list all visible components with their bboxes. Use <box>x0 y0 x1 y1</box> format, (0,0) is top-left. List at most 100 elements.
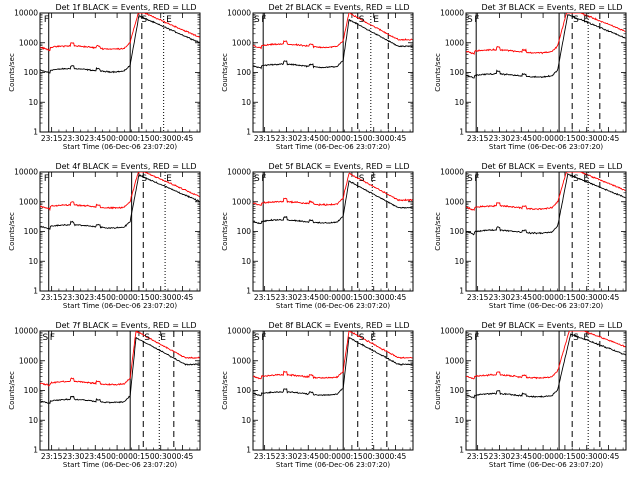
x-tick-label: 00:30 <box>150 134 172 143</box>
panel-title: Det 3f BLACK = Events, RED = LLD <box>481 3 622 12</box>
x-tick-label: 23:15 <box>41 293 63 302</box>
y-tick-label: 1 <box>459 446 464 455</box>
plot-frame <box>465 330 627 451</box>
x-axis-label: Start Time (06-Dec-06 23:07:20) <box>489 461 603 469</box>
x-tick-label: 23:30 <box>63 452 85 461</box>
panel-title: Det 4f BLACK = Events, RED = LLD <box>55 162 196 171</box>
events-series-line <box>40 15 200 74</box>
y-axis-label: Counts/sec <box>434 212 442 251</box>
time-marker-label: E <box>373 15 379 25</box>
detector-panel-3: Det 3f BLACK = Events, RED = LLD 1 10 100 10… <box>434 3 627 151</box>
x-tick-label: 00:45 <box>385 293 407 302</box>
x-tick-label: 00:45 <box>172 134 194 143</box>
y-tick-label: 10 <box>241 416 251 425</box>
x-tick-label: 23:30 <box>276 452 298 461</box>
time-marker-label: F <box>474 174 479 184</box>
y-tick-label: 1 <box>33 446 38 455</box>
detector-panel-2: Det 2f BLACK = Events, RED = LLD 1 10 100 10… <box>221 3 414 151</box>
y-tick-label: 100 <box>237 227 252 236</box>
y-tick-label: 10 <box>454 416 464 425</box>
y-tick-label: 100 <box>24 386 39 395</box>
x-tick-label: 00:45 <box>598 452 620 461</box>
y-tick-label: 1000 <box>445 38 464 47</box>
x-axis-label: Start Time (06-Dec-06 23:07:20) <box>63 302 177 310</box>
panel-title: Det 7f BLACK = Events, RED = LLD <box>55 321 196 330</box>
y-tick-label: 10 <box>454 257 464 266</box>
panel-title: Det 5f BLACK = Events, RED = LLD <box>268 162 409 171</box>
time-marker-label: F <box>44 174 49 184</box>
x-tick-label: 00:00 <box>106 293 128 302</box>
lld-series-line <box>466 331 626 380</box>
x-tick-label: 23:30 <box>276 134 298 143</box>
x-tick-label: 23:30 <box>489 134 511 143</box>
plot-frame <box>39 12 201 133</box>
lld-series-line <box>466 172 626 212</box>
y-tick-label: 10 <box>28 98 38 107</box>
y-axis-label: Counts/sec <box>434 53 442 92</box>
events-series-line <box>253 180 413 225</box>
x-tick-label: 00:15 <box>554 293 576 302</box>
x-tick-label: 00:30 <box>363 293 385 302</box>
y-axis-label: Counts/sec <box>221 53 229 92</box>
y-axis-label: Counts/sec <box>221 212 229 251</box>
x-tick-label: 00:45 <box>598 293 620 302</box>
y-tick-label: 100 <box>24 68 39 77</box>
y-tick-label: 1000 <box>445 197 464 206</box>
lld-series-line <box>40 331 200 387</box>
x-tick-label: 23:15 <box>467 134 489 143</box>
x-tick-label: 23:45 <box>510 134 532 143</box>
y-tick-label: 10000 <box>440 327 464 336</box>
y-tick-label: 1000 <box>232 356 251 365</box>
time-marker-label: E <box>583 174 589 184</box>
detector-panel-9: Det 9f BLACK = Events, RED = LLD 1 10 100 10… <box>434 321 627 469</box>
y-tick-label: 100 <box>24 227 39 236</box>
x-tick-label: 00:15 <box>341 452 363 461</box>
events-series-line <box>40 174 200 230</box>
x-tick-label: 00:15 <box>128 134 150 143</box>
lld-series-line <box>253 172 413 207</box>
x-axis-label: Start Time (06-Dec-06 23:07:20) <box>276 461 390 469</box>
y-tick-label: 1 <box>246 287 251 296</box>
time-marker-label: S <box>467 174 473 184</box>
panel-title: Det 9f BLACK = Events, RED = LLD <box>481 321 622 330</box>
time-marker-label: E <box>166 174 172 184</box>
plot-frame <box>252 330 414 451</box>
time-marker-label: F <box>261 333 266 343</box>
x-tick-label: 00:45 <box>385 134 407 143</box>
time-marker-label: F <box>44 15 49 25</box>
y-tick-label: 1000 <box>232 38 251 47</box>
time-marker-label: S <box>359 333 365 343</box>
y-tick-label: 1000 <box>19 38 38 47</box>
time-marker-label: E <box>370 174 376 184</box>
x-tick-label: 23:30 <box>489 452 511 461</box>
time-marker-label: S <box>254 15 260 25</box>
x-tick-label: 23:45 <box>84 134 106 143</box>
x-tick-label: 00:15 <box>128 293 150 302</box>
x-axis-label: Start Time (06-Dec-06 23:07:20) <box>489 143 603 151</box>
x-axis-label: Start Time (06-Dec-06 23:07:20) <box>276 302 390 310</box>
time-marker-label: E <box>370 333 376 343</box>
lld-series-line <box>466 13 626 56</box>
detector-panel-5: Det 5f BLACK = Events, RED = LLD 1 10 100 10… <box>221 162 414 310</box>
lld-series-line <box>40 13 200 52</box>
events-series-line <box>253 336 413 397</box>
time-marker-label: S <box>141 15 147 25</box>
detector-panel-1: Det 1f BLACK = Events, RED = LLD 1 10 100 10… <box>8 3 201 151</box>
panel-title: Det 2f BLACK = Events, RED = LLD <box>268 3 409 12</box>
x-tick-label: 00:00 <box>532 293 554 302</box>
y-tick-label: 10000 <box>227 327 251 336</box>
time-marker-label: E <box>160 333 166 343</box>
plot-frame <box>252 171 414 292</box>
time-marker-label: S <box>467 15 473 25</box>
y-tick-label: 10000 <box>440 9 464 18</box>
x-tick-label: 23:15 <box>254 452 276 461</box>
x-tick-label: 00:15 <box>341 293 363 302</box>
time-marker-label: S <box>254 333 260 343</box>
x-tick-label: 23:15 <box>41 452 63 461</box>
y-tick-label: 1 <box>246 128 251 137</box>
events-series-line <box>466 333 626 399</box>
time-marker-label: S <box>573 333 579 343</box>
y-tick-label: 1000 <box>445 356 464 365</box>
time-marker-label: F <box>474 333 479 343</box>
